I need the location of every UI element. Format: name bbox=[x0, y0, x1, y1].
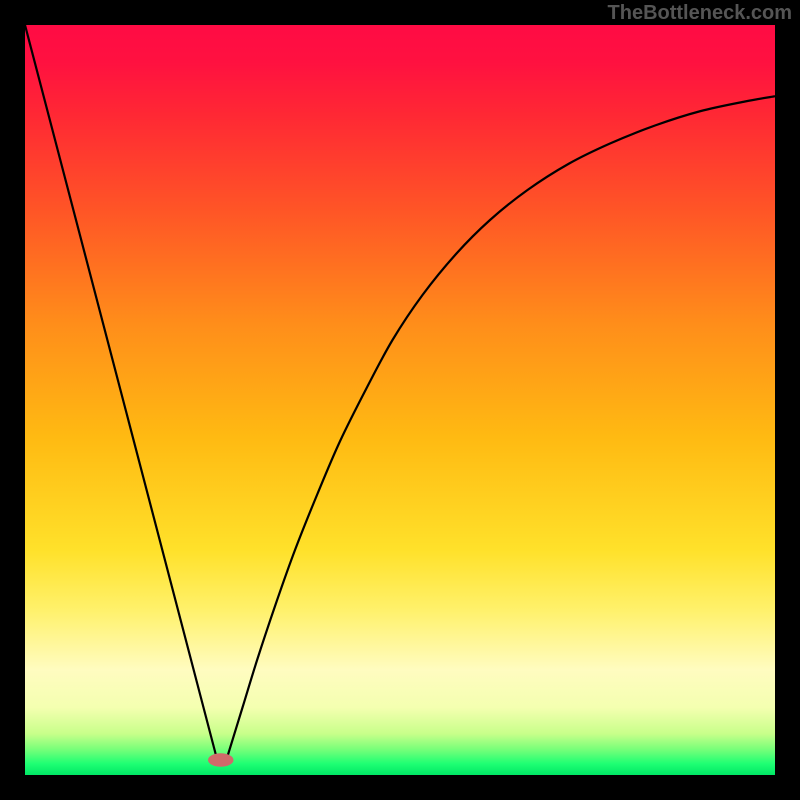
plot-background bbox=[25, 25, 775, 775]
chart-container: TheBottleneck.com bbox=[0, 0, 800, 800]
watermark-text: TheBottleneck.com bbox=[608, 2, 792, 25]
bottleneck-chart bbox=[0, 0, 800, 800]
minimum-marker bbox=[208, 753, 234, 767]
